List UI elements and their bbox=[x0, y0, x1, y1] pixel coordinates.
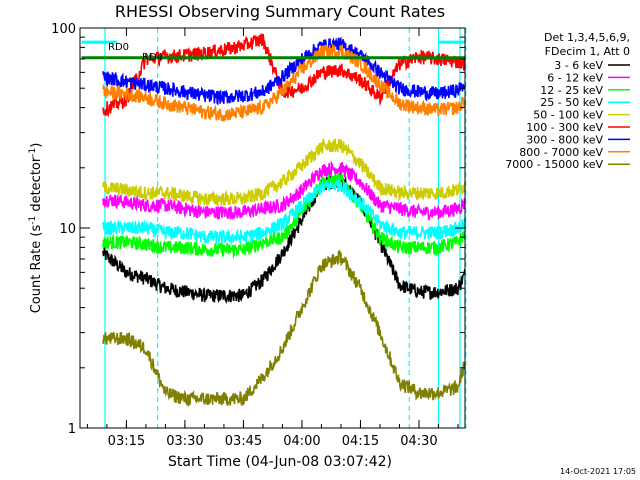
y-axis-label-sup2: -1 bbox=[28, 148, 38, 157]
legend-label-0: 3 - 6 keV bbox=[554, 59, 603, 72]
legend-label-2: 12 - 25 keV bbox=[540, 84, 603, 97]
series-trace-6 bbox=[102, 36, 466, 106]
y-axis-label-tail: detector bbox=[29, 156, 44, 216]
annotation-rd0: RD0 bbox=[108, 42, 129, 53]
y-axis-label-sup: -1 bbox=[28, 216, 38, 225]
series-25-50-kev bbox=[102, 178, 466, 247]
y-axis-label-close: ) bbox=[29, 143, 44, 148]
y-axis-label-main: Count Rate (s bbox=[29, 225, 44, 314]
series-6-12-kev bbox=[102, 160, 466, 221]
legend-label-1: 6 - 12 keV bbox=[547, 71, 603, 84]
legend-label-5: 100 - 300 keV bbox=[526, 121, 603, 134]
footer-date: 14-Oct-2021 17:05 bbox=[560, 467, 636, 476]
series-trace-2 bbox=[102, 172, 466, 260]
series-7000-15000-kev bbox=[102, 249, 466, 407]
series-trace-0 bbox=[102, 173, 466, 305]
x-tick-label-3: 04:00 bbox=[283, 434, 320, 449]
x-tick-label-5: 04:30 bbox=[400, 434, 437, 449]
series-12-25-kev bbox=[102, 172, 466, 260]
legend: Det 1,3,4,5,6,9, FDecim 1, Att 0 3 - 6 k… bbox=[505, 31, 630, 171]
x-tick-label-0: 03:15 bbox=[108, 434, 145, 449]
y-axis-label: Count Rate (s-1 detector-1) bbox=[28, 143, 44, 314]
plot-area: RD0 RD4 bbox=[81, 28, 467, 428]
chart-title: RHESSI Observing Summary Count Rates bbox=[115, 2, 445, 21]
annotation-rd4: RD4 bbox=[142, 52, 163, 63]
legend-label-3: 25 - 50 keV bbox=[540, 96, 603, 109]
x-tick-label-1: 03:30 bbox=[166, 434, 203, 449]
x-tick-label-4: 04:15 bbox=[342, 434, 379, 449]
y-axis: 1 10 100 bbox=[51, 22, 465, 437]
series-300-800-kev bbox=[102, 36, 466, 106]
y-tick-label-1: 10 bbox=[59, 222, 76, 237]
series-3-6-kev bbox=[102, 173, 466, 305]
x-axis-label: Start Time (04-Jun-08 03:07:42) bbox=[168, 454, 392, 470]
series-trace-1 bbox=[102, 160, 466, 221]
legend-header-1: Det 1,3,4,5,6,9, bbox=[544, 31, 630, 44]
series-trace-3 bbox=[102, 178, 466, 247]
legend-label-6: 300 - 800 keV bbox=[526, 133, 603, 146]
x-axis: 03:15 03:30 03:45 04:00 04:15 04:30 bbox=[86, 28, 459, 449]
legend-header-2: FDecim 1, Att 0 bbox=[545, 45, 630, 58]
series-800-7000-kev bbox=[102, 42, 466, 122]
legend-label-4: 50 - 100 keV bbox=[533, 109, 603, 122]
series-50-100-kev bbox=[102, 137, 466, 207]
y-tick-label-0: 1 bbox=[68, 422, 76, 437]
series-trace-7 bbox=[102, 42, 466, 122]
y-tick-label-2: 100 bbox=[51, 22, 76, 37]
series-trace-8 bbox=[102, 249, 466, 407]
legend-label-8: 7000 - 15000 keV bbox=[505, 158, 603, 171]
series-trace-4 bbox=[102, 137, 466, 207]
x-tick-label-2: 03:45 bbox=[225, 434, 262, 449]
legend-label-7: 800 - 7000 keV bbox=[519, 146, 603, 159]
